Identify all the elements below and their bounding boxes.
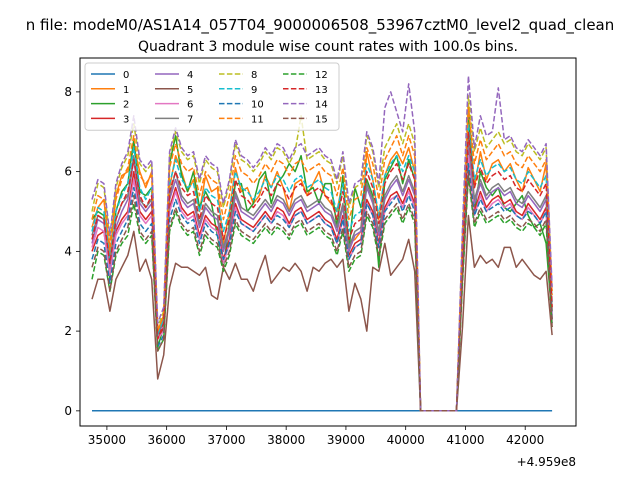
x-tick-label: 40000 bbox=[387, 433, 425, 447]
legend-label-4: 4 bbox=[187, 70, 193, 81]
legend-label-9: 9 bbox=[251, 85, 257, 96]
legend-label-2: 2 bbox=[123, 100, 129, 111]
figure-suptitle: n file: modeM0/AS1A14_057T04_9000006508_… bbox=[26, 16, 615, 35]
y-tick-label: 0 bbox=[64, 404, 72, 418]
x-tick-label: 36000 bbox=[148, 433, 186, 447]
legend-label-13: 13 bbox=[315, 85, 328, 96]
x-tick-label: 37000 bbox=[207, 433, 245, 447]
x-tick-label: 41000 bbox=[446, 433, 484, 447]
series-lines bbox=[91, 75, 553, 412]
legend-label-12: 12 bbox=[315, 70, 328, 81]
legend-label-5: 5 bbox=[187, 85, 193, 96]
legend-label-7: 7 bbox=[187, 114, 193, 125]
y-tick-label: 6 bbox=[64, 165, 72, 179]
legend-label-1: 1 bbox=[123, 85, 129, 96]
y-axis: 0 2 4 6 8 bbox=[64, 85, 80, 418]
legend-label-10: 10 bbox=[251, 100, 264, 111]
x-tick-label: 42000 bbox=[506, 433, 544, 447]
y-tick-label: 8 bbox=[64, 85, 72, 99]
series-line-14 bbox=[91, 75, 553, 412]
y-tick-label: 4 bbox=[64, 244, 72, 258]
legend-label-0: 0 bbox=[123, 70, 129, 81]
plot-frame bbox=[79, 57, 577, 427]
legend-label-15: 15 bbox=[315, 114, 328, 125]
x-tick-label: 39000 bbox=[327, 433, 365, 447]
series-line-15 bbox=[91, 170, 553, 412]
series-line-5 bbox=[91, 214, 553, 412]
x-axis-offset-label: +4.959e8 bbox=[517, 455, 576, 469]
series-line-13 bbox=[91, 131, 553, 412]
y-tick-label: 2 bbox=[64, 324, 72, 338]
series-line-10 bbox=[91, 162, 553, 412]
series-line-12 bbox=[91, 174, 553, 412]
legend-label-3: 3 bbox=[123, 114, 129, 125]
legend-label-8: 8 bbox=[251, 70, 257, 81]
x-tick-label: 38000 bbox=[267, 433, 305, 447]
series-line-11 bbox=[91, 107, 553, 412]
x-tick-label: 35000 bbox=[88, 433, 126, 447]
legend-label-11: 11 bbox=[251, 114, 264, 125]
legend-label-6: 6 bbox=[187, 100, 193, 111]
chart-title: Quadrant 3 module wise count rates with … bbox=[138, 39, 518, 55]
x-axis: 35000 36000 37000 38000 39000 40000 41000 42000 bbox=[88, 426, 544, 447]
legend-label-14: 14 bbox=[315, 100, 328, 111]
legend-box bbox=[84, 62, 340, 131]
